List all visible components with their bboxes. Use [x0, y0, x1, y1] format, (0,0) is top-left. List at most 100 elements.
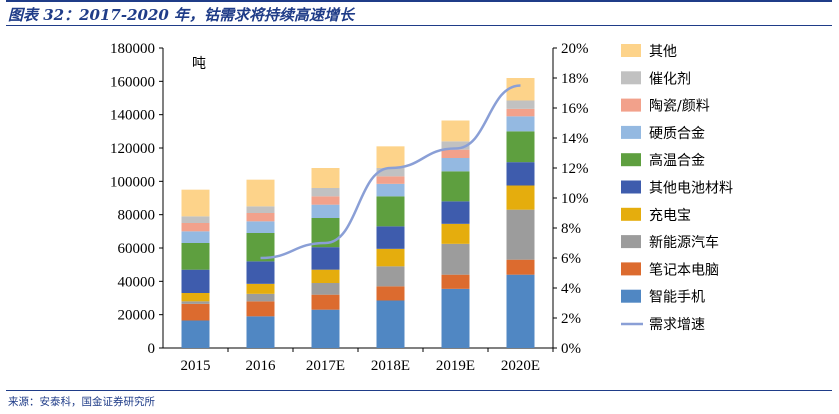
legend-label: 硬质合金 [649, 126, 705, 142]
bottom-rule [6, 390, 832, 391]
legend-swatch [621, 44, 641, 57]
y2-tick-label: 6% [561, 251, 581, 267]
legend-swatch [621, 125, 641, 139]
title-rule [6, 25, 832, 26]
figure-title: 图表 32：2017-2020 年，钴需求将持续高速增长 [8, 6, 355, 24]
bar-segment [506, 116, 535, 132]
legend-swatch [621, 71, 641, 85]
bar-segment [311, 294, 340, 310]
bar-segment [246, 293, 275, 302]
bar-segment [441, 120, 470, 142]
bar-segment [181, 269, 210, 293]
x-tick-label: 2017E [306, 358, 345, 374]
legend-swatch [621, 289, 641, 303]
bar-segment [441, 141, 470, 150]
y-tick-label: 80000 [118, 208, 156, 224]
legend-swatch [621, 235, 641, 249]
unit-label: 吨 [192, 56, 206, 72]
chart-legend: 其他催化剂陶瓷/颜料硬质合金高温合金其他电池材料充电宝新能源汽车笔记本电脑智能手… [621, 44, 733, 333]
y2-tick-label: 10% [561, 191, 589, 207]
legend-label: 高温合金 [649, 152, 705, 169]
legend-swatch [621, 180, 641, 194]
bar-segment [246, 221, 275, 233]
y2-tick-label: 16% [561, 101, 589, 117]
bar-segment [181, 293, 210, 302]
bar-segment [376, 196, 405, 227]
bar-segment [506, 131, 535, 163]
bar-segment [506, 259, 535, 275]
legend-label: 笔记本电脑 [649, 262, 719, 278]
bar-segment [441, 223, 470, 244]
legend-swatch [621, 262, 641, 276]
bar-segment [441, 288, 470, 348]
growth-line-layer [260, 84, 521, 260]
legend-swatch [621, 98, 641, 112]
bar-segment [246, 301, 275, 317]
bar-segment [506, 185, 535, 210]
bar-segment [181, 303, 210, 321]
y-tick-label: 0 [148, 341, 156, 357]
top-rule [6, 0, 832, 2]
bar-segment [376, 248, 405, 267]
bar-segment [181, 189, 210, 217]
bar-segment [246, 206, 275, 213]
bar-segment [376, 226, 405, 249]
source-note: 来源：安泰科，国金证券研究所 [8, 396, 155, 408]
bar-segment [441, 274, 470, 289]
bar-segment [376, 168, 405, 177]
bar-segment [376, 286, 405, 301]
y2-tick-label: 18% [561, 71, 589, 87]
bar-segment [246, 316, 275, 348]
bar-segment [181, 243, 210, 270]
y2-tick-label: 8% [561, 221, 581, 237]
legend-label: 充电宝 [649, 208, 691, 224]
bar-segment [311, 196, 340, 205]
y-tick-label: 100000 [110, 174, 155, 190]
x-tick-label: 2018E [371, 358, 410, 374]
bar-segment [376, 300, 405, 348]
y2-tick-label: 2% [561, 311, 581, 327]
bar-segment [441, 243, 470, 275]
bar-segment [311, 283, 340, 295]
bar-segment [376, 146, 405, 168]
growth-rate-line [260, 84, 521, 260]
legend-label: 其他 [649, 44, 677, 60]
x-tick-label: 2015 [181, 358, 211, 374]
legend-label: 其他电池材料 [649, 181, 733, 197]
y-tick-label: 140000 [110, 108, 155, 124]
legend-label: 需求增速 [649, 317, 705, 333]
bar-segment [376, 176, 405, 184]
y-tick-label: 20000 [118, 308, 156, 324]
bar-segment [311, 269, 340, 283]
bar-segment [506, 108, 535, 117]
y-tick-label: 160000 [110, 74, 155, 90]
bar-segment [246, 179, 275, 207]
legend-label: 催化剂 [649, 71, 691, 87]
bar-segment [506, 100, 535, 109]
bar-segment [441, 201, 470, 224]
bar-segment [246, 261, 275, 284]
y-tick-label: 180000 [110, 41, 155, 57]
bar-segment [246, 213, 275, 222]
bar-segment [376, 266, 405, 287]
bar-segment [246, 283, 275, 294]
bar-segment [181, 216, 210, 223]
legend-label: 智能手机 [649, 290, 705, 306]
legend-swatch [621, 207, 641, 221]
chart-bars [181, 78, 535, 348]
bar-segment [181, 320, 210, 348]
y2-tick-label: 20% [561, 41, 589, 57]
y2-tick-label: 4% [561, 281, 581, 297]
y2-tick-label: 0% [561, 341, 581, 357]
y2-tick-label: 12% [561, 161, 589, 177]
bar-segment [181, 231, 210, 243]
bar-segment [441, 171, 470, 202]
bar-segment [376, 183, 405, 197]
x-tick-label: 2016 [246, 358, 277, 374]
bar-segment [506, 162, 535, 186]
bar-segment [311, 247, 340, 270]
y-tick-label: 40000 [118, 274, 156, 290]
bar-segment [181, 301, 210, 304]
bar-segment [441, 158, 470, 172]
y-tick-label: 120000 [110, 141, 155, 157]
